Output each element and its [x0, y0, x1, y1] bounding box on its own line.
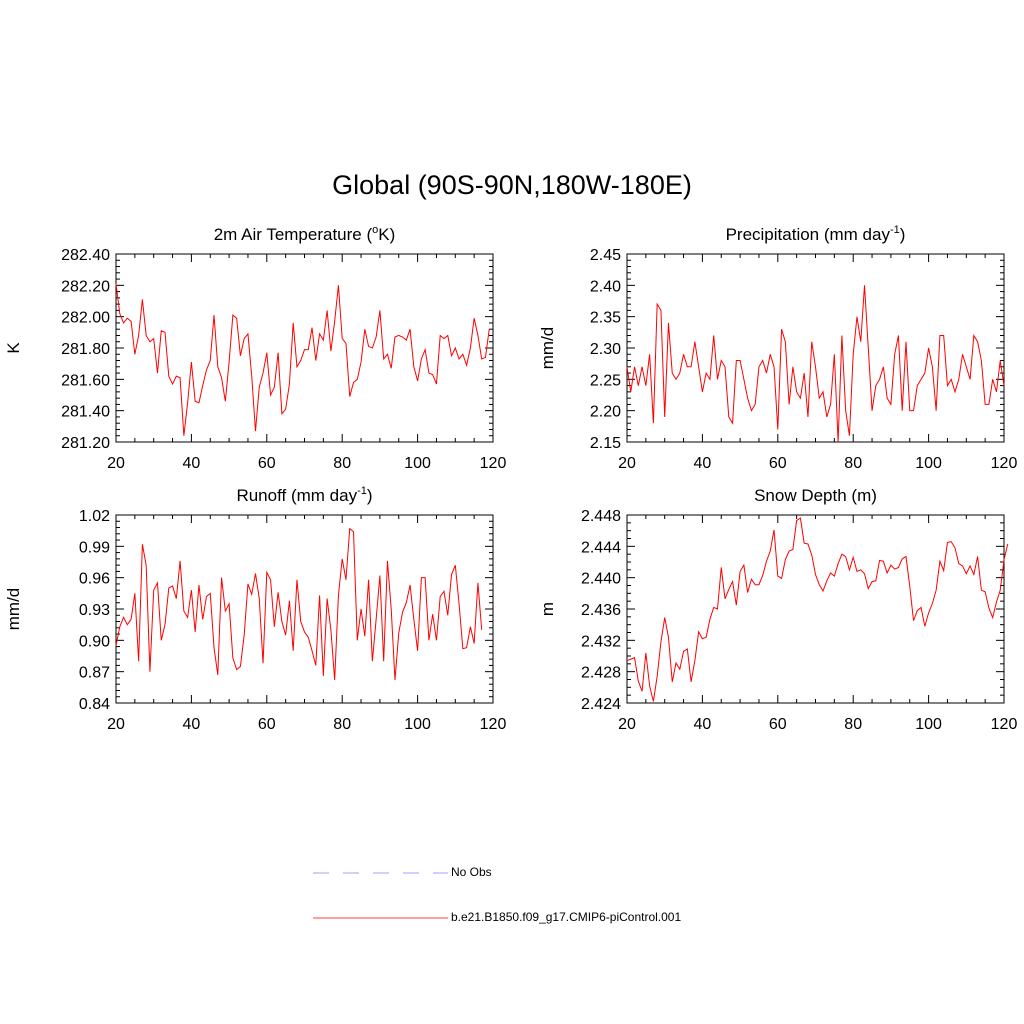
- panel-2-xtick-label: 20: [618, 455, 636, 472]
- panel-3-xtick-label: 100: [404, 716, 431, 733]
- panel-4-ylabel: m: [538, 602, 557, 616]
- panel-3-title: Runoff (mm day-1): [236, 485, 372, 505]
- panel-4-xtick-label: 20: [618, 716, 636, 733]
- panel-1-ytick-label: 282.00: [61, 310, 110, 327]
- panel-3-ytick-label: 1.02: [79, 508, 110, 525]
- panel-2-ytick-label: 2.20: [590, 404, 621, 421]
- panel-2-xtick-label: 100: [915, 455, 942, 472]
- panel-4-ytick-label: 2.436: [581, 602, 621, 619]
- panel-1-ytick-label: 282.20: [61, 278, 110, 295]
- panel-2-xtick-label: 60: [769, 455, 787, 472]
- panel-1-title: 2m Air Temperature (oK): [214, 224, 396, 244]
- panel-4-xtick-label: 120: [991, 716, 1018, 733]
- panel-2-frame: [626, 253, 1005, 443]
- figure-title: Global (90S-90N,180W-180E): [332, 170, 692, 200]
- panel-1-xtick-label: 120: [480, 455, 507, 472]
- panel-3-series-line: [115, 527, 483, 681]
- panel-4-ytick-label: 2.424: [581, 696, 621, 713]
- panel-4-series-line: [626, 517, 1009, 702]
- panel-4-ytick-label: 2.444: [581, 539, 621, 556]
- panel-4-ytick-label: 2.432: [581, 633, 621, 650]
- panel-1-ytick-label: 281.60: [61, 372, 110, 389]
- panel-1-xtick-label: 60: [258, 455, 276, 472]
- panel-3-xtick-label: 60: [258, 716, 276, 733]
- panel-2-title: Precipitation (mm day-1): [726, 224, 906, 244]
- panel-3-ytick-label: 0.99: [79, 539, 110, 556]
- panel-2-ytick-label: 2.40: [590, 278, 621, 295]
- panel-3-xtick-label: 40: [183, 716, 201, 733]
- legend-label-no-obs: No Obs: [451, 865, 492, 879]
- panel-1-ytick-label: 282.40: [61, 247, 110, 264]
- panel-3-xtick-label: 120: [480, 716, 507, 733]
- panel-4-xtick-label: 100: [915, 716, 942, 733]
- panel-3-ytick-label: 0.84: [79, 696, 110, 713]
- panel-1-ytick-label: 281.80: [61, 341, 110, 358]
- panel-1-series-line: [115, 283, 490, 436]
- panel-3-ytick-label: 0.93: [79, 602, 110, 619]
- panel-4-xtick-label: 60: [769, 716, 787, 733]
- panel-4-xtick-label: 80: [844, 716, 862, 733]
- panel-2-ytick-label: 2.30: [590, 341, 621, 358]
- legend-label-model: b.e21.B1850.f09_g17.CMIP6-piControl.001: [451, 910, 682, 924]
- panel-4-ytick-label: 2.448: [581, 508, 621, 525]
- panel-3-xtick-label: 80: [333, 716, 351, 733]
- panel-2-xtick-label: 40: [694, 455, 712, 472]
- panel-2-series-line: [626, 285, 1005, 443]
- panel-3-ytick-label: 0.87: [79, 665, 110, 682]
- panel-1-frame: [115, 253, 494, 443]
- panel-1-xtick-label: 40: [183, 455, 201, 472]
- panel-2-ytick-label: 2.45: [590, 247, 621, 264]
- panel-1-xtick-label: 20: [107, 455, 125, 472]
- panel-1-ytick-label: 281.20: [61, 435, 110, 452]
- panel-3-ytick-label: 0.96: [79, 571, 110, 588]
- panel-4-title: Snow Depth (m): [754, 486, 877, 505]
- panel-2-ytick-label: 2.35: [590, 310, 621, 327]
- panel-4-xtick-label: 40: [694, 716, 712, 733]
- panel-2-ytick-label: 2.15: [590, 435, 621, 452]
- panel-1-ytick-label: 281.40: [61, 404, 110, 421]
- panel-3-frame: [115, 514, 494, 704]
- panel-2-xtick-label: 80: [844, 455, 862, 472]
- panel-1-xtick-label: 100: [404, 455, 431, 472]
- panel-2-ytick-label: 2.25: [590, 372, 621, 389]
- panel-1-xtick-label: 80: [333, 455, 351, 472]
- panel-3-ytick-label: 0.90: [79, 633, 110, 650]
- panel-4-ytick-label: 2.440: [581, 571, 621, 588]
- panel-3-ylabel: mm/d: [4, 588, 23, 631]
- panel-4-ytick-label: 2.428: [581, 665, 621, 682]
- panel-3-xtick-label: 20: [107, 716, 125, 733]
- panel-2-ylabel: mm/d: [538, 327, 557, 370]
- panel-1-ylabel: K: [4, 342, 23, 354]
- panel-2-xtick-label: 120: [991, 455, 1018, 472]
